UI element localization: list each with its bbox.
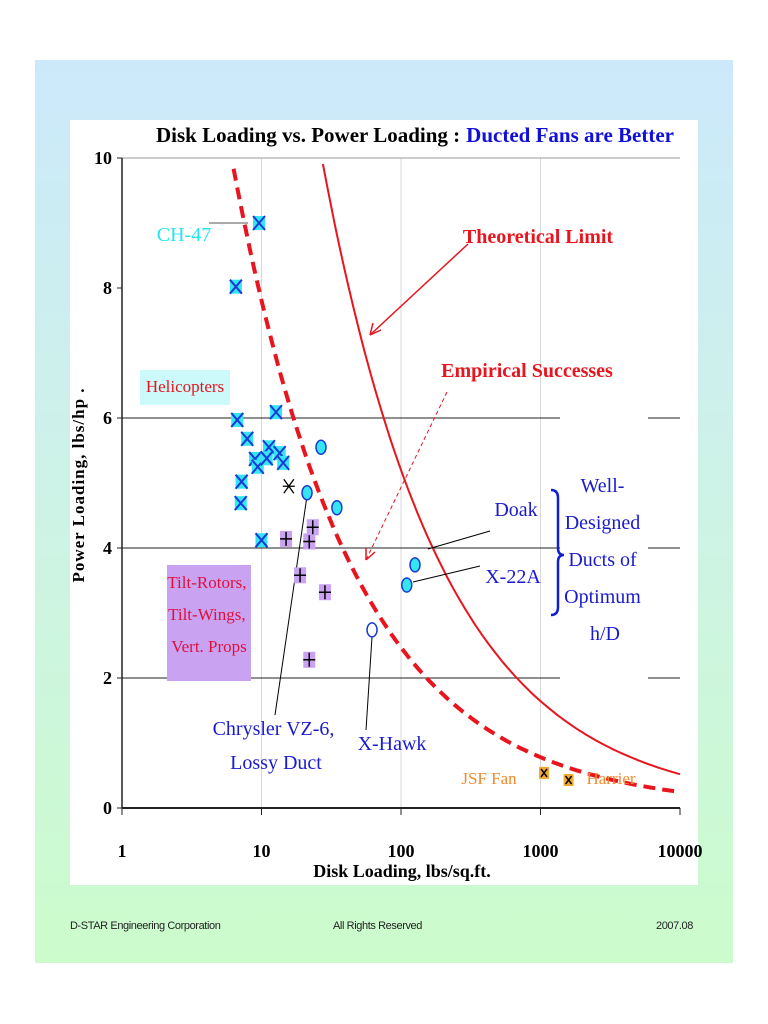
x-tick-label: 1 bbox=[118, 841, 127, 861]
chrysler-leader bbox=[274, 495, 308, 716]
data-point bbox=[280, 530, 293, 547]
circle-marker-icon bbox=[315, 439, 327, 455]
title-highlight: Ducted Fans are Better bbox=[466, 123, 674, 147]
x-marker-icon bbox=[240, 431, 254, 447]
arrowhead-icon bbox=[369, 322, 382, 336]
data-point bbox=[229, 279, 243, 295]
x-marker-icon bbox=[252, 215, 266, 231]
data-point bbox=[294, 567, 307, 584]
arrowhead-icon bbox=[365, 548, 376, 561]
xhawk-leader bbox=[365, 636, 373, 731]
empirical-arrow bbox=[365, 391, 448, 561]
data-point bbox=[303, 533, 316, 550]
x-marker-icon bbox=[269, 404, 283, 420]
data-point bbox=[282, 478, 295, 494]
x-marker-icon bbox=[233, 495, 248, 511]
x-marker-icon bbox=[540, 768, 548, 778]
data-point bbox=[331, 499, 343, 516]
data-point bbox=[539, 766, 550, 779]
x22a-label: X-22A bbox=[485, 566, 541, 588]
x-marker-icon bbox=[229, 279, 243, 295]
x22a-leader bbox=[412, 565, 481, 583]
y-tick-label: 8 bbox=[103, 278, 112, 298]
harrier-label: Harrier bbox=[586, 769, 635, 788]
data-point bbox=[240, 431, 254, 447]
data-point bbox=[276, 455, 290, 471]
doak-leader bbox=[427, 530, 491, 550]
circle-marker-icon bbox=[401, 577, 413, 593]
doak-label: Doak bbox=[494, 499, 537, 521]
data-point bbox=[254, 532, 269, 548]
data-point bbox=[318, 584, 331, 601]
data-point bbox=[259, 450, 274, 466]
y-tick-label: 6 bbox=[103, 408, 112, 428]
data-point bbox=[269, 404, 283, 420]
footer-rights: All Rights Reserved bbox=[333, 920, 422, 932]
xhawk-label: X-Hawk bbox=[358, 733, 427, 755]
ch47-label: CH-47 bbox=[157, 224, 211, 246]
annotation-arrows bbox=[365, 243, 565, 617]
x-tick-label: 1000 bbox=[523, 841, 559, 861]
data-point bbox=[303, 651, 316, 668]
data-point bbox=[233, 495, 248, 511]
x-tick-label: 10 bbox=[253, 841, 271, 861]
plus-marker-icon bbox=[294, 568, 307, 583]
data-point bbox=[306, 519, 319, 536]
data-point bbox=[563, 774, 574, 787]
data-point bbox=[315, 439, 327, 455]
data-point bbox=[252, 215, 266, 231]
circle-marker-icon bbox=[366, 622, 378, 638]
chart-panel bbox=[70, 120, 698, 885]
x-marker-icon bbox=[564, 775, 573, 785]
x-marker-icon bbox=[234, 474, 249, 490]
empirical-successes-curve bbox=[231, 168, 681, 794]
empirical-successes-label: Empirical Successes bbox=[441, 360, 613, 382]
helicopters-label: Helicopters bbox=[146, 377, 224, 396]
circle-marker-icon bbox=[331, 499, 343, 516]
asterisk-marker-icon bbox=[282, 478, 295, 494]
jsf-fan-label: JSF Fan bbox=[461, 769, 517, 788]
helicopters-label-box bbox=[140, 370, 230, 405]
plus-marker-icon bbox=[306, 520, 319, 535]
y-axis-label: Power Loading, lbs/hp . bbox=[69, 387, 88, 582]
x-marker-icon bbox=[259, 450, 274, 466]
y-tick-label: 2 bbox=[103, 668, 112, 688]
y-tick-label: 10 bbox=[94, 148, 112, 168]
theoretical-arrow bbox=[369, 243, 469, 336]
chart-title: Disk Loading vs. Power Loading : Ducted F… bbox=[156, 123, 674, 147]
plus-marker-icon bbox=[303, 652, 316, 667]
data-point bbox=[401, 577, 413, 593]
x-tick-label: 100 bbox=[388, 841, 415, 861]
plus-marker-icon bbox=[318, 585, 331, 600]
tilt-label: Tilt-Rotors, Tilt-Wings, Vert. Props bbox=[167, 573, 250, 656]
plus-marker-icon bbox=[280, 531, 293, 546]
y-tick-label: 0 bbox=[103, 798, 112, 818]
well-designed-label: Well- Designed Ducts of Optimum h/D bbox=[564, 475, 646, 645]
data-point bbox=[301, 485, 313, 501]
circle-marker-icon bbox=[301, 485, 313, 501]
plus-marker-icon bbox=[303, 534, 316, 549]
data-point bbox=[234, 474, 249, 490]
theoretical-limit-curve bbox=[321, 163, 681, 776]
brace-icon bbox=[550, 488, 565, 617]
title-main: Disk Loading vs. Power Loading : bbox=[156, 123, 460, 147]
x-marker-icon bbox=[276, 455, 290, 471]
data-point bbox=[409, 557, 421, 573]
x-marker-icon bbox=[230, 412, 244, 428]
chrysler-label: Chrysler VZ-6, Lossy Duct bbox=[213, 718, 340, 774]
x-marker-icon bbox=[254, 532, 269, 548]
tilt-label-box bbox=[167, 565, 251, 681]
y-tick-label: 4 bbox=[103, 538, 112, 558]
x-tick-label: 10000 bbox=[658, 841, 703, 861]
circle-marker-icon bbox=[409, 557, 421, 573]
data-point bbox=[366, 622, 378, 638]
x-axis-label: Disk Loading, lbs/sq.ft. bbox=[313, 861, 491, 881]
footer-date: 2007.08 bbox=[656, 920, 693, 932]
data-point bbox=[230, 412, 244, 428]
footer-company: D-STAR Engineering Corporation bbox=[70, 920, 221, 932]
theoretical-limit-label: Theoretical Limit bbox=[463, 226, 613, 248]
